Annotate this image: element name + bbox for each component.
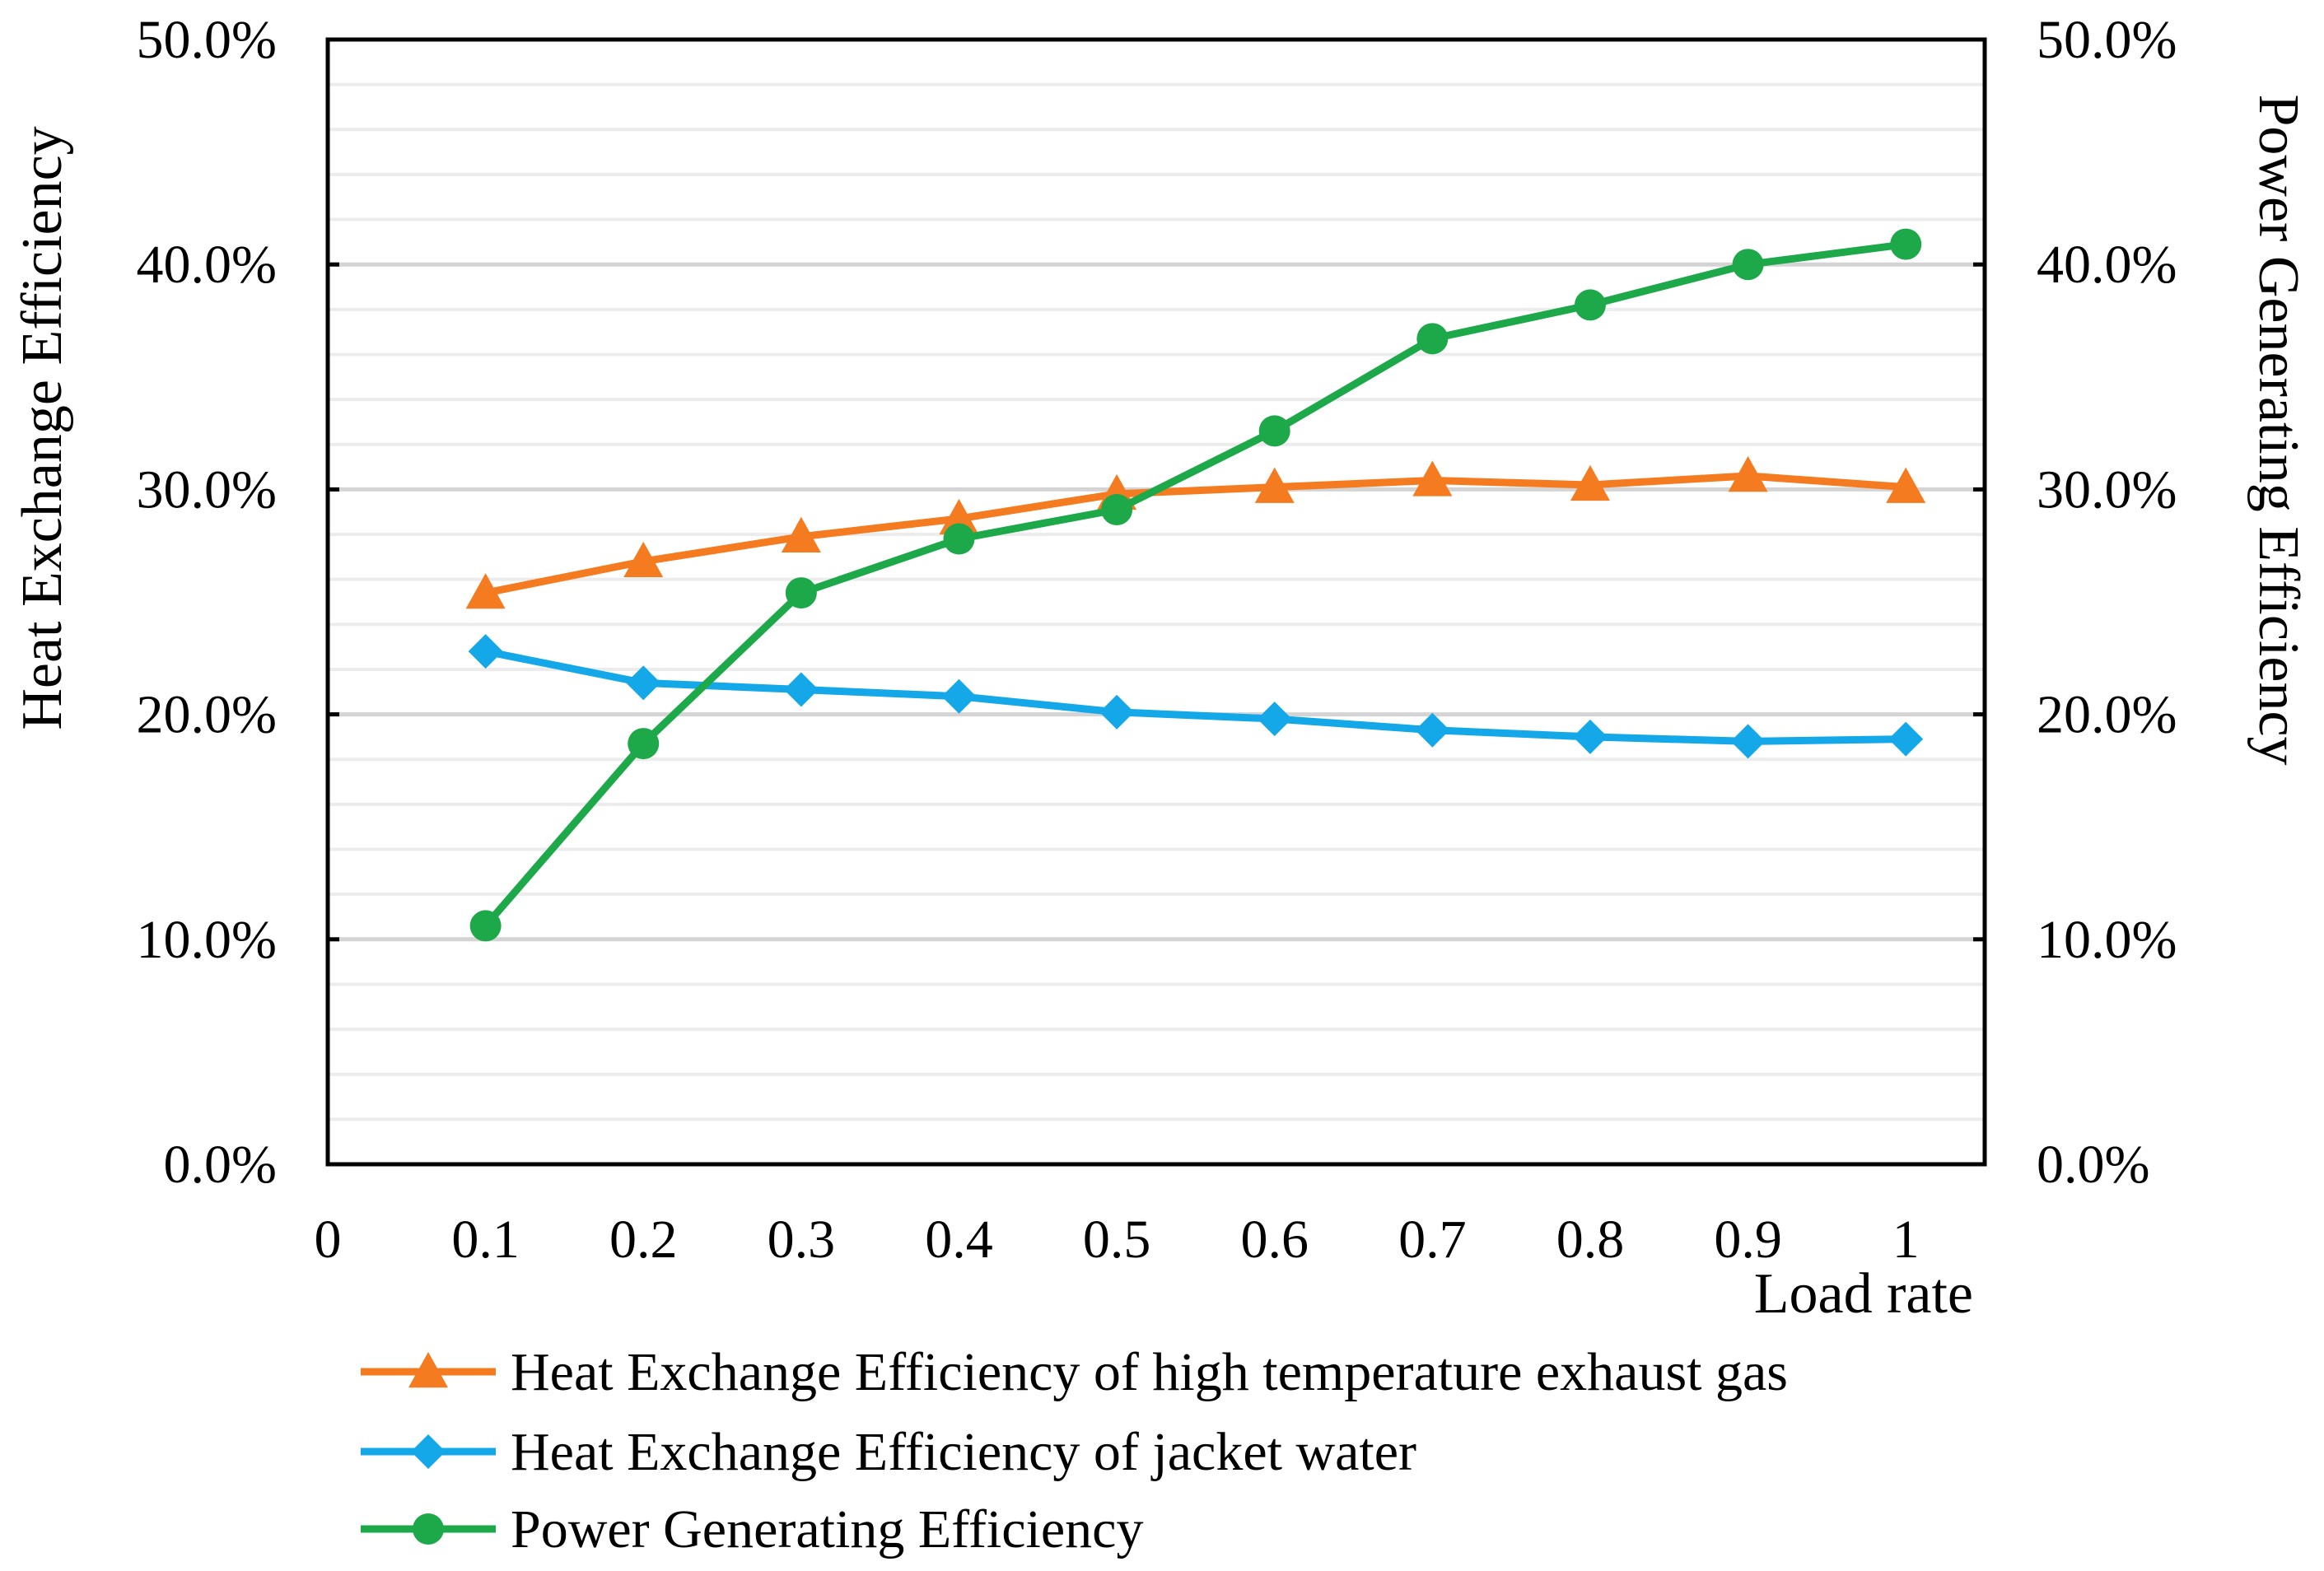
legend-item-3: Power Generating Efficiency [361, 1499, 1143, 1559]
x-tick-label: 0 [315, 1210, 342, 1270]
x-tick-label: 0.1 [451, 1210, 520, 1270]
data-point [1099, 694, 1135, 730]
series-layer [465, 228, 1926, 942]
data-point [1257, 702, 1292, 737]
series-1 [465, 456, 1926, 609]
data-point [1574, 289, 1606, 321]
data-point [1570, 464, 1610, 501]
x-tick-label: 0.9 [1714, 1210, 1782, 1270]
y-tick-label-right: 10.0% [2037, 910, 2177, 970]
y-tick-label-left: 20.0% [137, 685, 277, 745]
data-point [469, 910, 502, 942]
legend-item-1: Heat Exchange Efficiency of high tempera… [361, 1342, 1788, 1402]
plot-area-frame [325, 37, 1987, 1167]
legend-marker [413, 1513, 444, 1545]
y-tick-label-left: 10.0% [137, 910, 277, 970]
series-line [484, 647, 1906, 745]
y-tick-label-right: 30.0% [2037, 459, 2177, 520]
legend-label: Heat Exchange Efficiency of jacket water [511, 1422, 1416, 1482]
data-point [1890, 228, 1922, 260]
legend-marker [408, 1352, 448, 1388]
data-point [941, 678, 977, 714]
legend-item-2: Heat Exchange Efficiency of jacket water [361, 1422, 1416, 1482]
data-point [468, 634, 503, 669]
data-point [1101, 493, 1133, 525]
data-point [1416, 323, 1449, 355]
data-point [783, 672, 819, 707]
series-3 [469, 228, 1922, 942]
series-line [483, 240, 1906, 929]
y-axis-title-left: Heat Exchange Efficiency [11, 126, 74, 730]
y-axis-title-right: Power Generating Efficiency [2247, 94, 2310, 765]
series-2 [468, 634, 1924, 759]
legend: Heat Exchange Efficiency of high tempera… [361, 1342, 1788, 1559]
y-tick-label-right: 40.0% [2037, 235, 2177, 295]
legend-label: Heat Exchange Efficiency of high tempera… [511, 1342, 1788, 1402]
data-point [623, 541, 664, 578]
data-point [628, 728, 660, 760]
y-tick-label-left: 30.0% [137, 459, 277, 520]
x-tick-label: 0.2 [609, 1210, 678, 1270]
data-point [1732, 249, 1764, 281]
data-point [1254, 467, 1295, 503]
x-tick-label: 0.3 [768, 1210, 836, 1270]
grid-lines [328, 82, 1985, 1121]
axis-ticks [328, 37, 1985, 1167]
data-point [1728, 456, 1768, 492]
data-point [1415, 712, 1450, 748]
x-tick-label: 0.4 [925, 1210, 993, 1270]
x-tick-label: 0.8 [1556, 1210, 1625, 1270]
data-point [626, 665, 661, 701]
data-point [943, 523, 975, 555]
data-point [1412, 460, 1453, 496]
data-point [785, 577, 817, 609]
data-point [1886, 467, 1926, 503]
data-point [1258, 415, 1290, 447]
data-point [939, 498, 979, 535]
data-point [1730, 724, 1766, 759]
x-tick-label: 0.7 [1398, 1210, 1467, 1270]
y-tick-label-right: 20.0% [2037, 685, 2177, 745]
legend-label: Power Generating Efficiency [511, 1499, 1143, 1559]
data-point [1888, 721, 1924, 757]
y-tick-label-left: 0.0% [164, 1135, 277, 1195]
y-tick-label-left: 50.0% [137, 10, 277, 70]
legend-marker [411, 1434, 446, 1469]
data-point [781, 516, 821, 552]
x-tick-label: 1 [1892, 1210, 1920, 1270]
data-point [465, 573, 506, 609]
x-axis-title: Load rate [1754, 1262, 1973, 1326]
y-tick-label-right: 50.0% [2037, 10, 2177, 70]
series-line [484, 472, 1906, 597]
axis-labels: 0.0% 0.0% 10.0% 10.0% 20.0% 20.0% 30.0% 30.0% 40… [137, 10, 2177, 1270]
data-point [1572, 719, 1608, 754]
y-tick-label-left: 40.0% [137, 235, 277, 295]
x-tick-label: 0.6 [1240, 1210, 1309, 1270]
y-tick-label-right: 0.0% [2037, 1135, 2149, 1195]
x-tick-label: 0.5 [1083, 1210, 1151, 1270]
